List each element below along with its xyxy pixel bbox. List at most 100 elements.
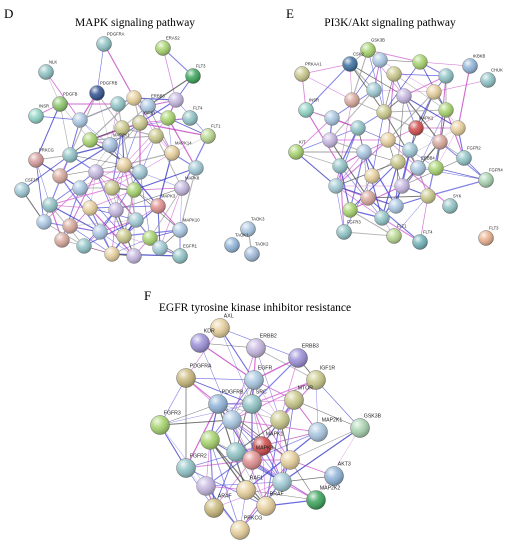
node-label: FLT4	[423, 230, 433, 235]
interaction-edge	[111, 135, 157, 189]
node-shine	[356, 144, 372, 160]
interaction-edge	[133, 187, 183, 191]
node-shine	[28, 152, 44, 168]
node-shine	[364, 168, 380, 184]
protein-node-axl: AXL	[210, 314, 234, 338]
node-shine	[102, 137, 118, 153]
protein-node-chuk: CHUK	[480, 68, 503, 88]
node-shine	[426, 84, 442, 100]
node-shine	[374, 210, 390, 226]
node-shine	[14, 182, 30, 198]
interaction-edge	[95, 122, 141, 173]
node-label: ERBB3	[302, 344, 319, 350]
interaction-edge	[265, 419, 281, 507]
node-label: MAPK3	[161, 194, 176, 199]
node-shine	[222, 410, 242, 430]
node-shine	[344, 92, 360, 108]
interaction-edge	[159, 403, 219, 426]
interaction-edge	[367, 49, 421, 63]
node-shine	[244, 246, 260, 262]
interaction-edge	[403, 75, 447, 97]
node-label: MAPK10	[183, 218, 200, 223]
node-shine	[380, 132, 396, 148]
node-label: MAP2K1	[322, 418, 343, 424]
protein-node-flt1: FLT1	[386, 224, 407, 244]
interaction-edge	[289, 427, 361, 461]
node-shine	[140, 98, 156, 114]
node-label: EGFR	[258, 366, 273, 372]
node-shine	[324, 466, 344, 486]
protein-node-prkaa1: PRKAA1	[294, 62, 322, 82]
node-shine	[342, 56, 358, 72]
interaction-edge	[213, 451, 237, 509]
interaction-edge	[351, 59, 381, 101]
interaction-edge	[315, 379, 361, 429]
node-shine	[412, 234, 428, 250]
panel-title: EGFR tyrosine kinase inhibitor resistanc…	[159, 302, 351, 314]
interaction-edge	[419, 61, 471, 67]
node-shine	[126, 90, 142, 106]
node-shine	[116, 228, 132, 244]
node-label: FLT4	[193, 106, 203, 111]
protein-node-taok1: TAOK1	[224, 233, 249, 253]
node-shine	[246, 338, 266, 358]
node-label: AKT3	[338, 462, 351, 468]
node-shine	[322, 132, 338, 148]
protein-node-flt4: FLT4	[182, 106, 203, 126]
protein-node-igf1r: IGF1R	[306, 366, 335, 390]
interaction-edge	[96, 92, 111, 146]
node-shine	[230, 520, 250, 540]
node-shine	[280, 450, 300, 470]
interaction-edge	[315, 427, 361, 501]
interaction-edge	[363, 151, 383, 219]
interaction-edge	[209, 439, 215, 509]
node-label: FGFR3	[347, 220, 361, 225]
protein-node-prkcg: PRKCG	[28, 148, 54, 168]
protein-node-pdgfrb: PDGFRB	[208, 390, 244, 414]
interaction-edge	[89, 97, 135, 141]
interaction-edge	[349, 209, 395, 237]
node-shine	[62, 147, 78, 163]
node-shine	[428, 160, 444, 176]
interaction-edge	[115, 187, 183, 211]
protein-node-map2k1: MAP2K1	[102, 133, 130, 153]
protein-node-fgfr3: FGFR3	[336, 220, 361, 240]
panel-e-network: E PI3K/Akt signaling pathway GSK3B CSK2 IK…	[286, 6, 503, 250]
node-shine	[350, 418, 370, 438]
protein-node-raf1: RAF1	[236, 476, 263, 500]
node-shine	[96, 36, 112, 52]
node-shine	[182, 110, 198, 126]
node-shine	[342, 202, 358, 218]
interaction-edge	[397, 161, 451, 207]
node-label: FGFR4	[489, 168, 503, 173]
interaction-edge	[335, 185, 345, 233]
node-label: TAOK1	[235, 233, 249, 238]
protein-node-eras2: ERAS2	[155, 36, 180, 56]
interaction-edge	[397, 95, 405, 163]
node-shine	[432, 134, 448, 150]
node-shine	[200, 128, 216, 144]
node-shine	[200, 430, 220, 450]
node-shine	[188, 160, 204, 176]
interaction-edge	[123, 235, 181, 257]
node-label: MAPK3	[256, 446, 274, 452]
protein-node-mapk3: MAPK3	[242, 446, 274, 470]
interaction-edge	[43, 187, 81, 223]
interaction-edge	[435, 167, 487, 181]
interaction-edge	[59, 144, 111, 177]
node-shine	[62, 218, 78, 234]
node-label: FLT1	[397, 224, 407, 229]
node-shine	[410, 160, 426, 176]
protein-node-csk2: CSK2	[342, 52, 365, 72]
protein-node-erbb3: ERBB3	[288, 344, 319, 368]
node-shine	[256, 496, 276, 516]
node-label: ERBB4	[421, 156, 435, 161]
node-shine	[150, 415, 170, 435]
interaction-edge	[162, 47, 177, 101]
node-label: MAPK14	[175, 141, 192, 146]
node-shine	[42, 197, 58, 213]
node-shine	[82, 200, 98, 216]
protein-node-araf: ARAF	[204, 494, 232, 518]
node-shine	[76, 238, 92, 254]
